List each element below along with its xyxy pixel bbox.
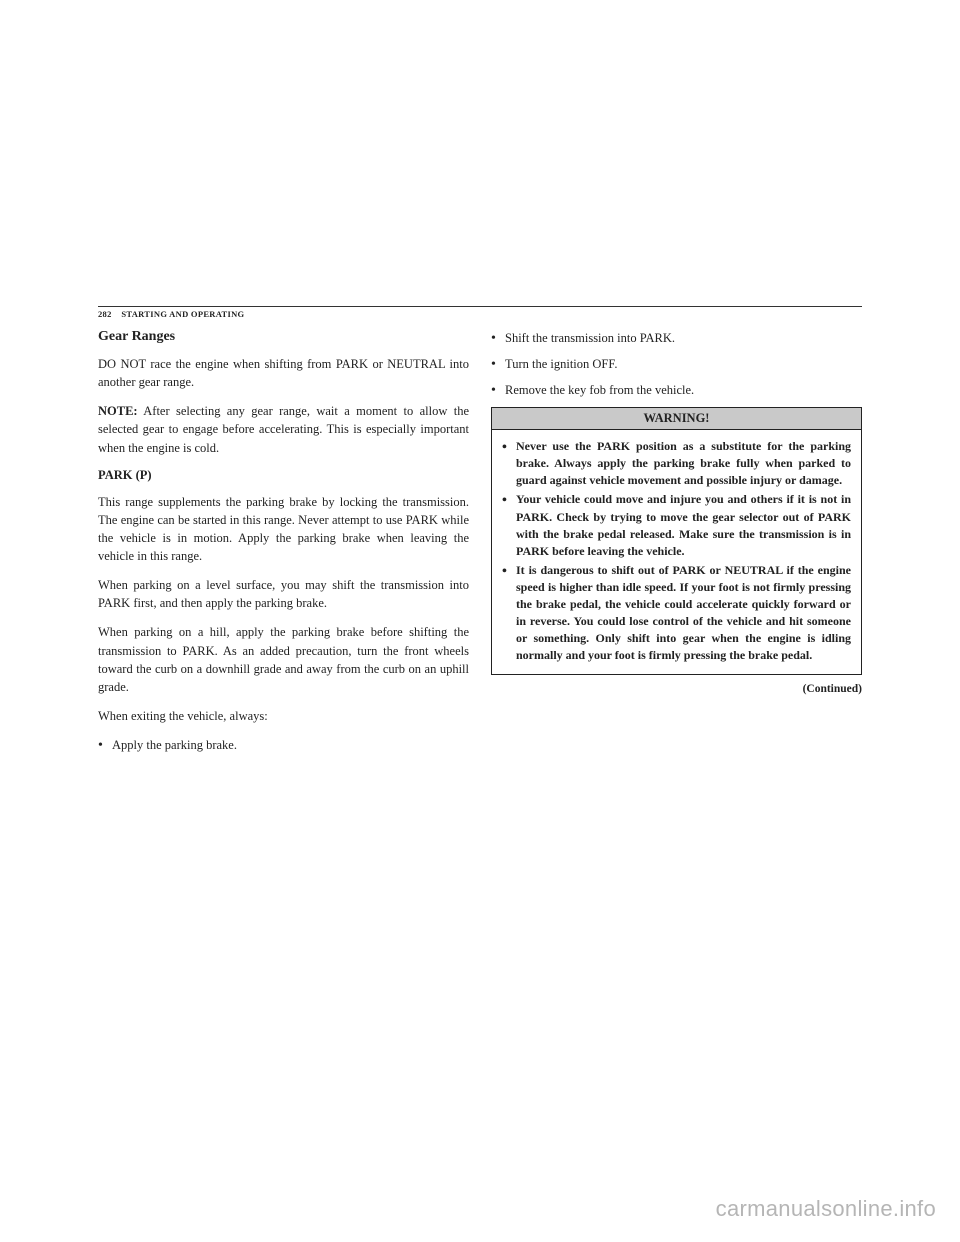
exit-vehicle-list-cont: Shift the transmission into PARK. Turn t… [491, 329, 862, 399]
list-item: Turn the ignition OFF. [491, 355, 862, 373]
list-item: It is dangerous to shift out of PARK or … [502, 562, 851, 664]
left-column: Gear Ranges DO NOT race the engine when … [98, 329, 469, 762]
park-paragraph-2: When parking on a level surface, you may… [98, 576, 469, 612]
note-paragraph: NOTE: After selecting any gear range, wa… [98, 402, 469, 456]
intro-paragraph: DO NOT race the engine when shifting fro… [98, 355, 469, 391]
warning-body: Never use the PARK position as a substit… [492, 430, 861, 673]
page-header: 282 STARTING AND OPERATING [98, 309, 862, 319]
park-paragraph-3: When parking on a hill, apply the parkin… [98, 623, 469, 696]
note-label: NOTE: [98, 404, 138, 418]
park-subhead: PARK (P) [98, 468, 469, 483]
exit-vehicle-list: Apply the parking brake. [98, 736, 469, 754]
note-text: After selecting any gear range, wait a m… [98, 404, 469, 454]
content-columns: Gear Ranges DO NOT race the engine when … [98, 329, 862, 762]
list-item: Your vehicle could move and injure you a… [502, 491, 851, 559]
header-rule [98, 306, 862, 307]
list-item: Apply the parking brake. [98, 736, 469, 754]
watermark: carmanualsonline.info [716, 1196, 936, 1222]
warning-header: WARNING! [492, 408, 861, 430]
list-item: Remove the key fob from the vehicle. [491, 381, 862, 399]
list-item: Shift the transmission into PARK. [491, 329, 862, 347]
exit-vehicle-paragraph: When exiting the vehicle, always: [98, 707, 469, 725]
right-column: Shift the transmission into PARK. Turn t… [491, 329, 862, 762]
list-item: Never use the PARK position as a substit… [502, 438, 851, 489]
manual-page: 282 STARTING AND OPERATING Gear Ranges D… [98, 306, 862, 932]
gear-ranges-heading: Gear Ranges [98, 329, 469, 345]
warning-box: WARNING! Never use the PARK position as … [491, 407, 862, 674]
warning-list: Never use the PARK position as a substit… [502, 438, 851, 663]
continued-label: (Continued) [491, 683, 862, 695]
page-number: 282 [98, 309, 112, 319]
section-name: STARTING AND OPERATING [121, 309, 244, 319]
park-paragraph-1: This range supplements the parking brake… [98, 493, 469, 566]
